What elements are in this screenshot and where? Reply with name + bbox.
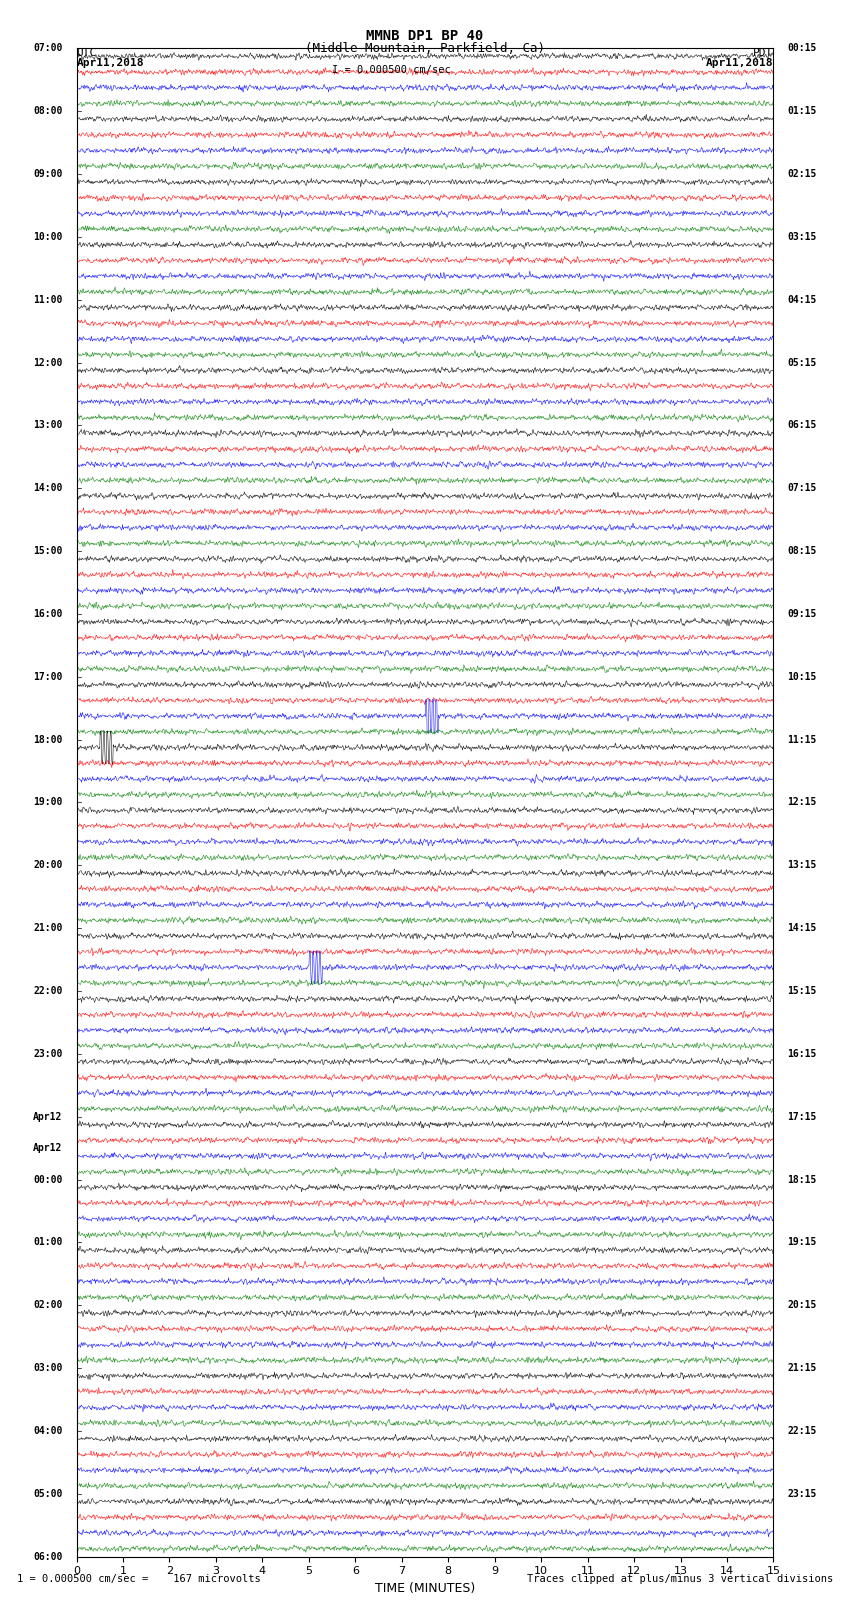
Text: 18:15: 18:15: [787, 1174, 817, 1184]
Text: 03:00: 03:00: [33, 1363, 63, 1373]
Text: 08:15: 08:15: [787, 547, 817, 556]
Text: 12:15: 12:15: [787, 797, 817, 808]
Text: 05:00: 05:00: [33, 1489, 63, 1498]
Text: 09:15: 09:15: [787, 610, 817, 619]
Text: 22:15: 22:15: [787, 1426, 817, 1436]
Text: 19:00: 19:00: [33, 797, 63, 808]
Text: 16:00: 16:00: [33, 610, 63, 619]
Text: 14:00: 14:00: [33, 484, 63, 494]
Text: 21:15: 21:15: [787, 1363, 817, 1373]
Text: 10:15: 10:15: [787, 671, 817, 682]
Text: 02:00: 02:00: [33, 1300, 63, 1310]
Text: 02:15: 02:15: [787, 169, 817, 179]
Text: Traces clipped at plus/minus 3 vertical divisions: Traces clipped at plus/minus 3 vertical …: [527, 1574, 833, 1584]
Text: 15:15: 15:15: [787, 986, 817, 995]
X-axis label: TIME (MINUTES): TIME (MINUTES): [375, 1582, 475, 1595]
Text: Apr12: Apr12: [33, 1144, 63, 1153]
Text: MMNB DP1 BP 40: MMNB DP1 BP 40: [366, 29, 484, 44]
Text: 12:00: 12:00: [33, 358, 63, 368]
Text: 10:00: 10:00: [33, 232, 63, 242]
Text: Apr11,2018: Apr11,2018: [706, 58, 774, 68]
Text: 06:15: 06:15: [787, 421, 817, 431]
Text: 18:00: 18:00: [33, 734, 63, 745]
Text: 01:00: 01:00: [33, 1237, 63, 1247]
Text: 23:15: 23:15: [787, 1489, 817, 1498]
Text: 04:15: 04:15: [787, 295, 817, 305]
Text: 1 = 0.000500 cm/sec =    167 microvolts: 1 = 0.000500 cm/sec = 167 microvolts: [17, 1574, 261, 1584]
Text: 07:15: 07:15: [787, 484, 817, 494]
Text: 11:15: 11:15: [787, 734, 817, 745]
Text: 23:00: 23:00: [33, 1048, 63, 1058]
Text: I = 0.000500 cm/sec: I = 0.000500 cm/sec: [332, 65, 450, 74]
Text: 03:15: 03:15: [787, 232, 817, 242]
Text: 01:15: 01:15: [787, 106, 817, 116]
Text: Apr12: Apr12: [33, 1111, 63, 1121]
Text: 20:15: 20:15: [787, 1300, 817, 1310]
Text: 11:00: 11:00: [33, 295, 63, 305]
Text: 08:00: 08:00: [33, 106, 63, 116]
Text: 20:00: 20:00: [33, 860, 63, 871]
Text: 06:00: 06:00: [33, 1552, 63, 1561]
Text: 21:00: 21:00: [33, 923, 63, 934]
Text: UTC: UTC: [76, 48, 97, 58]
Text: 07:00: 07:00: [33, 44, 63, 53]
Text: 05:15: 05:15: [787, 358, 817, 368]
Text: 13:00: 13:00: [33, 421, 63, 431]
Text: 17:00: 17:00: [33, 671, 63, 682]
Text: 09:00: 09:00: [33, 169, 63, 179]
Text: 13:15: 13:15: [787, 860, 817, 871]
Text: 22:00: 22:00: [33, 986, 63, 995]
Text: (Middle Mountain, Parkfield, Ca): (Middle Mountain, Parkfield, Ca): [305, 42, 545, 55]
Text: 15:00: 15:00: [33, 547, 63, 556]
Text: 00:15: 00:15: [787, 44, 817, 53]
Text: 14:15: 14:15: [787, 923, 817, 934]
Text: 04:00: 04:00: [33, 1426, 63, 1436]
Text: PDT: PDT: [753, 48, 774, 58]
Text: 16:15: 16:15: [787, 1048, 817, 1058]
Text: 19:15: 19:15: [787, 1237, 817, 1247]
Text: 17:15: 17:15: [787, 1111, 817, 1121]
Text: 00:00: 00:00: [33, 1174, 63, 1184]
Text: Apr11,2018: Apr11,2018: [76, 58, 144, 68]
